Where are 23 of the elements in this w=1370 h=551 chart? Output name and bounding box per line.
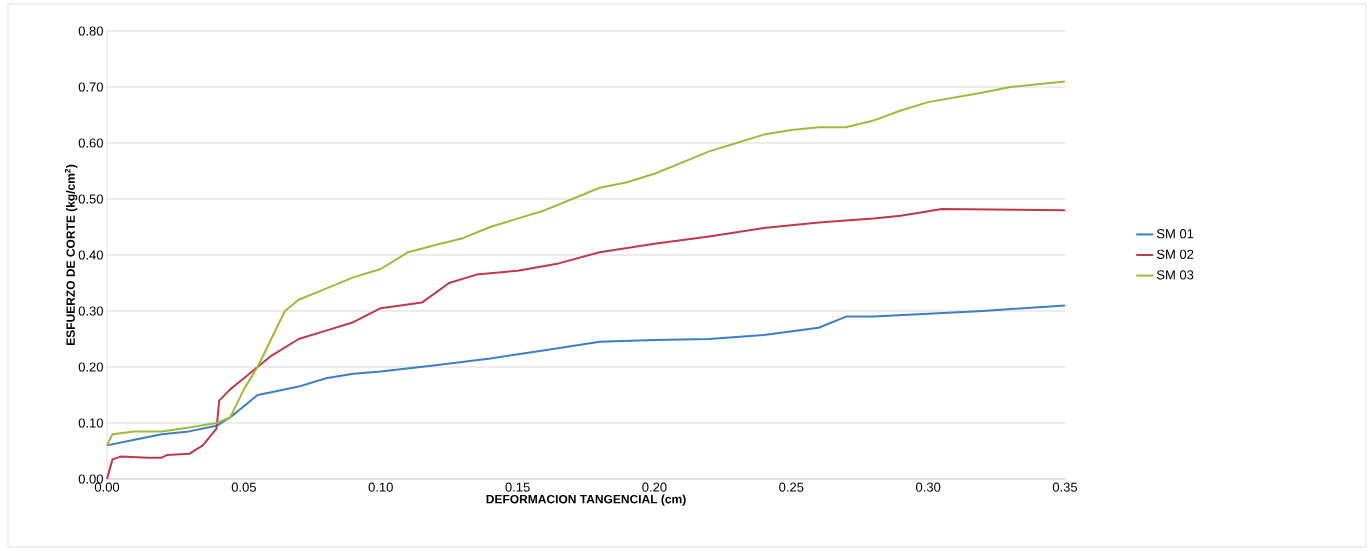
y-tick-label: 0.50	[78, 194, 103, 204]
line-series	[106, 80, 1066, 447]
x-tick-label: 0.15	[505, 482, 530, 492]
x-tick-label: 0.20	[642, 482, 667, 492]
x-tick-label: 0.05	[231, 482, 256, 492]
y-tick-label: 0.20	[78, 362, 103, 372]
y-tick-label: 0.30	[78, 306, 103, 316]
y-axis-title: ESFUERZO DE CORTE (kg/cm$^{2}$)	[64, 164, 78, 346]
y-tick-label: 0.80	[78, 26, 103, 36]
y-tick-label: 0.40	[78, 250, 103, 260]
x-tick-label: 0.10	[368, 482, 393, 492]
x-tick-label: 0.25	[779, 482, 804, 492]
x-tick-label: 0.30	[916, 482, 941, 492]
legend-label: SM 02	[1156, 249, 1194, 259]
legend-label: SM 03	[1156, 270, 1194, 280]
y-tick-label: 0.00	[78, 474, 103, 484]
legend-label: SM 01	[1156, 229, 1194, 239]
x-axis-title: DEFORMACION TANGENCIAL (cm)	[486, 494, 686, 506]
x-tick-label: 0.00	[94, 482, 120, 492]
y-tick-label: 0.60	[78, 138, 103, 148]
y-tick-label: 0.10	[78, 418, 103, 428]
x-tick-label: 0.35	[1052, 482, 1078, 492]
y-tick-label: 0.70	[78, 82, 103, 92]
